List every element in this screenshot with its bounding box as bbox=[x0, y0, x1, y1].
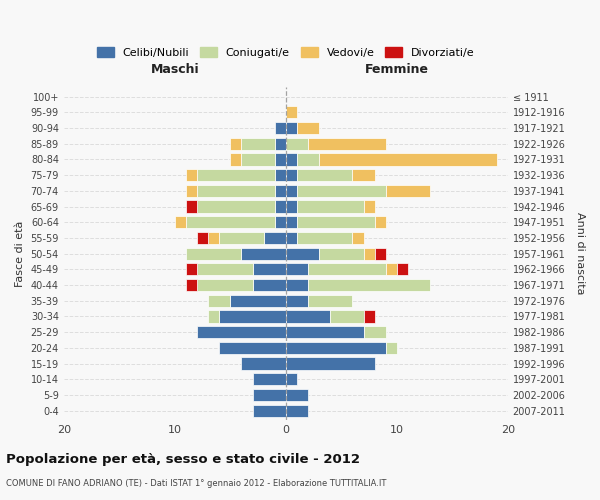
Bar bbox=[186, 263, 197, 276]
Bar bbox=[241, 248, 286, 260]
Bar bbox=[286, 138, 308, 150]
Bar bbox=[308, 138, 386, 150]
Bar bbox=[208, 232, 219, 244]
Bar bbox=[275, 122, 286, 134]
Bar bbox=[197, 326, 286, 338]
Bar bbox=[286, 200, 297, 212]
Bar bbox=[286, 373, 297, 386]
Bar bbox=[286, 326, 364, 338]
Bar bbox=[208, 310, 219, 322]
Bar bbox=[186, 184, 197, 197]
Bar bbox=[275, 138, 286, 150]
Bar bbox=[286, 358, 374, 370]
Text: Popolazione per età, sesso e stato civile - 2012: Popolazione per età, sesso e stato civil… bbox=[6, 452, 360, 466]
Bar bbox=[352, 232, 364, 244]
Bar bbox=[197, 279, 253, 291]
Bar bbox=[286, 154, 297, 166]
Bar bbox=[241, 358, 286, 370]
Bar bbox=[197, 169, 275, 181]
Bar bbox=[253, 389, 286, 401]
Bar bbox=[286, 106, 297, 118]
Bar bbox=[208, 294, 230, 307]
Bar bbox=[275, 154, 286, 166]
Bar bbox=[297, 200, 364, 212]
Bar bbox=[364, 248, 374, 260]
Bar bbox=[286, 216, 297, 228]
Bar bbox=[230, 138, 241, 150]
Legend: Celibi/Nubili, Coniugati/e, Vedovi/e, Divorziati/e: Celibi/Nubili, Coniugati/e, Vedovi/e, Di… bbox=[92, 43, 479, 62]
Bar bbox=[175, 216, 186, 228]
Bar bbox=[352, 169, 374, 181]
Bar bbox=[386, 342, 397, 354]
Bar bbox=[186, 169, 197, 181]
Bar bbox=[286, 122, 297, 134]
Bar bbox=[319, 248, 364, 260]
Bar bbox=[374, 216, 386, 228]
Bar bbox=[386, 184, 430, 197]
Bar bbox=[197, 232, 208, 244]
Bar bbox=[241, 154, 275, 166]
Bar bbox=[286, 310, 330, 322]
Bar bbox=[253, 279, 286, 291]
Bar bbox=[253, 373, 286, 386]
Bar bbox=[286, 232, 297, 244]
Bar bbox=[263, 232, 286, 244]
Bar bbox=[386, 263, 397, 276]
Bar bbox=[364, 310, 374, 322]
Bar bbox=[297, 232, 352, 244]
Bar bbox=[308, 263, 386, 276]
Y-axis label: Fasce di età: Fasce di età bbox=[15, 220, 25, 287]
Bar bbox=[297, 169, 352, 181]
Bar bbox=[219, 342, 286, 354]
Bar bbox=[241, 138, 275, 150]
Bar bbox=[275, 200, 286, 212]
Bar bbox=[374, 248, 386, 260]
Bar bbox=[186, 248, 241, 260]
Bar bbox=[230, 154, 241, 166]
Bar bbox=[297, 184, 386, 197]
Bar bbox=[319, 154, 497, 166]
Bar bbox=[286, 184, 297, 197]
Bar bbox=[308, 279, 430, 291]
Bar bbox=[330, 310, 364, 322]
Bar bbox=[197, 263, 253, 276]
Bar bbox=[364, 326, 386, 338]
Bar bbox=[219, 310, 286, 322]
Text: Femmine: Femmine bbox=[365, 63, 429, 76]
Bar bbox=[253, 263, 286, 276]
Bar bbox=[286, 169, 297, 181]
Bar bbox=[286, 294, 308, 307]
Bar bbox=[308, 294, 352, 307]
Bar bbox=[275, 216, 286, 228]
Bar bbox=[230, 294, 286, 307]
Bar bbox=[253, 404, 286, 417]
Bar bbox=[286, 342, 386, 354]
Bar bbox=[286, 263, 308, 276]
Bar bbox=[275, 184, 286, 197]
Y-axis label: Anni di nascita: Anni di nascita bbox=[575, 212, 585, 295]
Bar bbox=[186, 216, 275, 228]
Bar bbox=[364, 200, 374, 212]
Bar bbox=[275, 169, 286, 181]
Bar bbox=[286, 248, 319, 260]
Bar bbox=[297, 154, 319, 166]
Bar bbox=[286, 404, 308, 417]
Text: COMUNE DI FANO ADRIANO (TE) - Dati ISTAT 1° gennaio 2012 - Elaborazione TUTTITAL: COMUNE DI FANO ADRIANO (TE) - Dati ISTAT… bbox=[6, 479, 386, 488]
Bar bbox=[297, 216, 374, 228]
Bar bbox=[219, 232, 263, 244]
Bar bbox=[397, 263, 408, 276]
Bar bbox=[197, 184, 275, 197]
Bar bbox=[297, 122, 319, 134]
Bar bbox=[286, 279, 308, 291]
Bar bbox=[186, 279, 197, 291]
Bar bbox=[286, 389, 308, 401]
Bar bbox=[197, 200, 275, 212]
Bar bbox=[186, 200, 197, 212]
Text: Maschi: Maschi bbox=[151, 63, 199, 76]
